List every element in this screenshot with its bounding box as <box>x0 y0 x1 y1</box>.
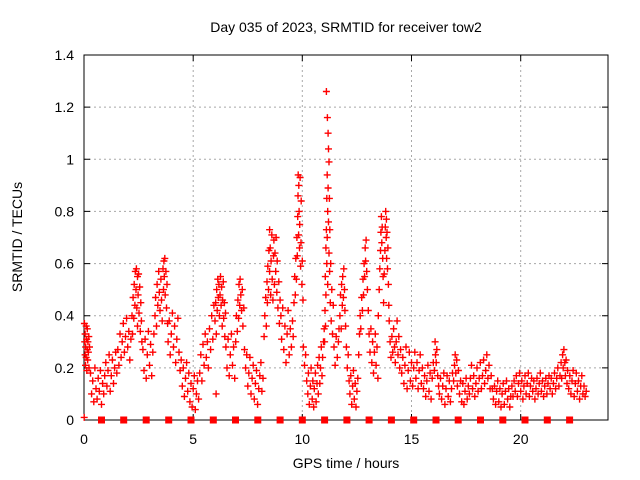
svg-text:1: 1 <box>66 151 74 167</box>
y-tick-labels: 0 0.2 0.4 0.6 0.8 1 1.2 1.4 <box>55 47 75 428</box>
svg-text:1.4: 1.4 <box>55 47 75 63</box>
plot-border <box>83 54 609 421</box>
x-tick-labels: 0 5 10 15 20 <box>80 431 529 447</box>
x-axis-label: GPS time / hours <box>292 455 400 471</box>
svg-text:20: 20 <box>513 431 529 447</box>
svg-text:15: 15 <box>404 431 420 447</box>
srmtid-scatter-points <box>80 88 590 421</box>
gridlines <box>84 54 608 420</box>
svg-text:0: 0 <box>80 431 88 447</box>
svg-text:1.2: 1.2 <box>55 99 75 115</box>
chart-title: Day 035 of 2023, SRMTID for receiver tow… <box>210 19 482 35</box>
svg-text:5: 5 <box>189 431 197 447</box>
axis-ticks <box>83 54 608 421</box>
hourly-event-markers <box>98 416 574 424</box>
svg-text:0: 0 <box>66 412 74 428</box>
svg-text:0.8: 0.8 <box>55 203 75 219</box>
svg-text:0.2: 0.2 <box>55 360 75 376</box>
svg-text:0.4: 0.4 <box>55 308 75 324</box>
svg-text:10: 10 <box>295 431 311 447</box>
svg-text:0.6: 0.6 <box>55 256 75 272</box>
